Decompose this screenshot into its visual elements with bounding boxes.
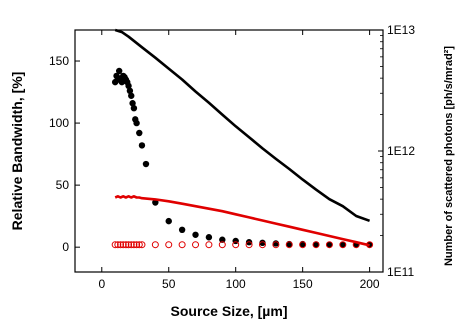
bandwidth-point — [339, 241, 347, 248]
bandwidth-point — [178, 226, 186, 234]
bandwidth-point-open — [258, 241, 266, 249]
bandwidth-point-open — [232, 241, 240, 249]
x-tick-label: 100 — [226, 277, 246, 291]
series-red-line — [114, 195, 370, 247]
bandwidth-point-open — [117, 241, 125, 249]
y-axis-title: Relative Bandwidth, [%] — [9, 72, 25, 231]
y-tick-label: 50 — [56, 178, 70, 192]
bandwidth-point-open — [122, 241, 130, 249]
bandwidth-point — [165, 217, 172, 225]
bandwidth-point — [312, 241, 320, 248]
x-tick-label: 150 — [293, 277, 313, 291]
bandwidth-point — [259, 239, 266, 247]
bandwidth-point — [326, 241, 333, 248]
bandwidth-point-open — [151, 241, 159, 249]
plot-frame — [74, 29, 384, 273]
bandwidth-point — [126, 87, 134, 95]
y2-tick-label: 1E11 — [387, 265, 414, 279]
bandwidth-point-open — [245, 241, 253, 249]
bandwidth-point — [130, 104, 138, 112]
bandwidth-point-open — [285, 241, 293, 249]
y2-tick-label: 1E13 — [387, 23, 415, 37]
bandwidth-point — [128, 92, 135, 99]
bandwidth-point-open — [135, 241, 143, 249]
bandwidth-point — [245, 239, 253, 246]
bandwidth-point-open — [299, 241, 307, 249]
bandwidth-point-open — [218, 241, 226, 249]
bandwidth-point — [115, 67, 123, 75]
x-tick-label: 50 — [162, 277, 176, 291]
y-tick-label: 100 — [49, 116, 69, 130]
bandwidth-point — [129, 100, 136, 107]
bandwidth-point-open — [312, 241, 320, 249]
bandwidth-point-open — [272, 241, 280, 249]
bandwidth-point-open — [114, 241, 122, 249]
y2-tick-label: 1E12 — [387, 144, 415, 158]
y-tick-label: 0 — [62, 240, 69, 254]
bandwidth-point — [138, 142, 146, 149]
bandwidth-point-open — [339, 241, 347, 249]
bandwidth-point — [205, 234, 213, 241]
ticks-layer: 0 50 100 150 200 0 50 100 150 1E11 1E12 1E13 — [49, 23, 415, 291]
plot-area-border — [74, 29, 384, 273]
series-black-line — [114, 28, 371, 223]
y-tick-label: 150 — [49, 54, 69, 68]
x-axis-title: Source Size, [µm] — [171, 303, 288, 319]
bandwidth-point — [219, 236, 226, 243]
series-filled-black-dots — [111, 67, 373, 248]
bandwidth-point-open — [119, 241, 127, 249]
bandwidth-point — [125, 82, 132, 90]
x-tick-label: 200 — [360, 277, 380, 291]
series-layer — [111, 28, 374, 249]
photons-line — [114, 28, 371, 223]
y2-axis-title: Number of scattered photons [ph/s/mrad²] — [443, 46, 455, 266]
bandwidth-point-open — [178, 241, 186, 249]
x-tick-label: 0 — [98, 277, 105, 291]
bandwidth-point-open — [130, 241, 138, 249]
bandwidth-point — [142, 160, 150, 168]
bandwidth-point-open — [205, 241, 213, 249]
bandwidth-point-open — [127, 241, 135, 249]
bandwidth-point-open — [111, 241, 119, 249]
bandwidth-point — [192, 231, 199, 238]
bandwidth-point-open — [125, 241, 133, 249]
bandwidth-point-open — [133, 241, 141, 249]
bandwidth-point-open — [138, 241, 146, 249]
bandwidth-point-open — [325, 241, 333, 249]
bandwidth-point-open — [192, 241, 200, 249]
bandwidth-point-open — [165, 241, 173, 249]
bandwidth-point — [136, 129, 143, 137]
series-open-red-circles — [111, 241, 374, 249]
bandwidth-point — [133, 119, 140, 127]
bandwidth-line — [114, 195, 370, 247]
